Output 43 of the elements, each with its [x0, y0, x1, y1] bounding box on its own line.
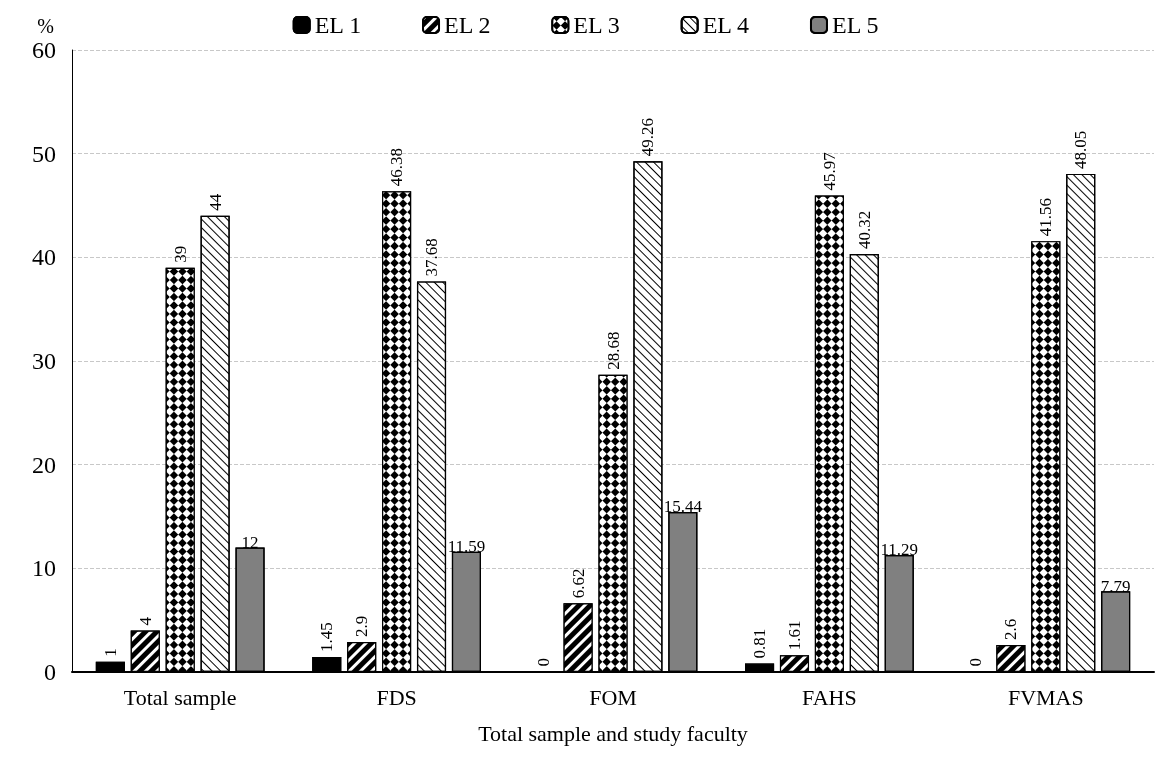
data-label: 2.6: [1001, 618, 1021, 641]
data-label: 15.44: [663, 497, 703, 517]
y-tick-label: 40: [32, 244, 56, 271]
x-axis-title: Total sample and study faculty: [478, 720, 748, 746]
data-label: 39: [170, 245, 190, 263]
x-tick-label: FAHS: [802, 684, 857, 710]
y-axis-title: %: [37, 15, 54, 37]
x-tick-label: FOM: [589, 684, 637, 710]
y-tick-label: 60: [32, 37, 56, 63]
data-label: 28.68: [603, 331, 623, 370]
legend-label: EL 5: [831, 12, 879, 38]
data-label: 0.81: [750, 628, 770, 659]
x-tick-label: FDS: [376, 684, 417, 710]
legend-label: EL 2: [444, 12, 491, 38]
data-label: 4: [135, 616, 155, 626]
data-label: 45.97: [819, 151, 839, 191]
legend-label: EL 4: [702, 12, 750, 38]
data-label: 48.05: [1071, 130, 1091, 169]
data-label: 0: [966, 657, 986, 667]
data-label: 7.79: [1100, 576, 1131, 596]
data-label: 1: [100, 648, 120, 657]
data-label: 11.59: [447, 537, 486, 557]
data-label: 6.62: [568, 568, 588, 599]
data-label: 2.9: [352, 615, 372, 637]
data-label: 37.68: [422, 238, 442, 277]
legend-label: EL 3: [573, 12, 620, 38]
data-label: 46.38: [387, 147, 407, 187]
data-label: 40.32: [854, 210, 874, 250]
data-label: 1.61: [784, 620, 804, 651]
x-tick-label: Total sample: [123, 684, 237, 710]
y-tick-label: 20: [32, 451, 56, 478]
data-label: 11.29: [880, 540, 919, 560]
data-label: 1.45: [317, 622, 337, 652]
data-label: 0: [533, 657, 553, 667]
data-label: 49.26: [638, 118, 658, 157]
legend-label: EL 1: [314, 12, 362, 38]
y-tick-label: 50: [32, 140, 56, 167]
y-tick-label: 10: [32, 555, 56, 582]
x-tick-label: FVMAS: [1007, 684, 1084, 710]
data-label: 44: [205, 193, 225, 211]
y-tick-label: 30: [32, 348, 56, 374]
y-tick-label: 0: [44, 659, 56, 685]
data-label: 41.56: [1036, 197, 1056, 237]
